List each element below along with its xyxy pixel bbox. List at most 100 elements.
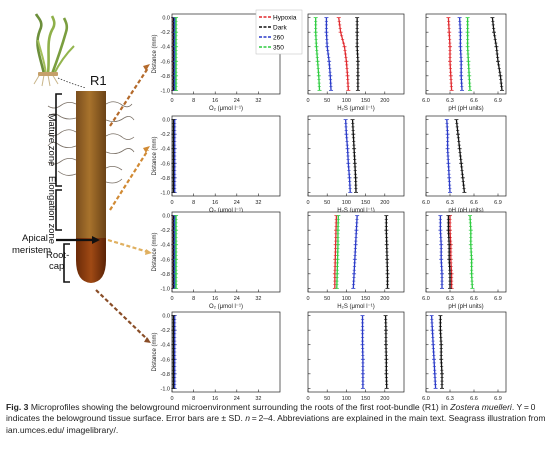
x-tick-label: 24 — [234, 296, 240, 302]
y-tick-label: -0.8 — [161, 176, 170, 182]
plot-frame — [425, 13, 507, 95]
x-tick-label: 0 — [170, 98, 173, 104]
x-tick-label: 32 — [255, 396, 261, 400]
caption-n: n — [245, 413, 251, 424]
y-tick-label: -0.6 — [161, 59, 170, 65]
x-tick-label: 150 — [361, 296, 370, 302]
y-axis-label: Distance (mm) — [152, 136, 158, 175]
y-tick-label: -0.8 — [161, 372, 170, 378]
x-axis-label: pH (pH units) — [448, 106, 483, 112]
x-tick-label: 6.3 — [446, 396, 454, 400]
legend-label-260: 260 — [273, 35, 284, 42]
x-tick-label: 6.3 — [446, 200, 454, 206]
panel-rootcap-ph: 6.06.36.66.9pH (pH units) — [422, 311, 507, 400]
seagrass-plant-icon — [33, 13, 75, 87]
caption-species: Zostera muelleri — [450, 402, 512, 412]
plot-frame — [171, 115, 281, 197]
x-tick-label: 150 — [361, 396, 370, 400]
y-tick-label: 0.0 — [162, 118, 170, 124]
y-axis-label: Distance (mm) — [152, 232, 158, 271]
microprofile-panels: -1.0 -0.8 -0.6 -0.4 -0.2 0.0 0 8 16 24 32 O₂ (μmol … — [152, 13, 507, 400]
y-tick-label: -0.8 — [161, 272, 170, 278]
x-tick-label: 0 — [170, 200, 173, 206]
y-tick-label: -0.4 — [161, 147, 170, 153]
x-tick-label: 100 — [342, 98, 351, 104]
x-tick-label: 6.0 — [422, 200, 430, 206]
x-tick-label: 8 — [192, 296, 195, 302]
x-tick-label: 50 — [324, 396, 330, 400]
x-axis-label: H₂S (μmol l⁻¹) — [337, 304, 375, 310]
caption-text-1: Microprofiles showing the belowground mi… — [28, 402, 451, 412]
mature-zone-label: Mature zone — [46, 114, 57, 167]
x-tick-label: 24 — [234, 200, 240, 206]
x-tick-label: 200 — [380, 200, 389, 206]
panel-r1-ph: 6.0 6.3 6.6 6.9 pH (pH units) — [422, 13, 507, 112]
x-tick-label: 150 — [361, 98, 370, 104]
x-tick-label: 6.9 — [494, 396, 502, 400]
y-axis-label: Distance (mm) — [152, 332, 158, 371]
x-tick-label: 6.0 — [422, 98, 430, 104]
x-tick-label: 0 — [306, 200, 309, 206]
x-tick-label: 8 — [192, 396, 195, 400]
y-tick-label: -0.2 — [161, 30, 170, 36]
x-tick-label: 6.9 — [494, 200, 502, 206]
y-tick-label: -0.2 — [161, 132, 170, 138]
y-tick-label: -0.4 — [161, 45, 170, 51]
x-tick-label: 6.0 — [422, 296, 430, 302]
x-tick-label: 100 — [342, 396, 351, 400]
x-tick-label: 50 — [324, 200, 330, 206]
x-tick-label: 0 — [306, 396, 309, 400]
seagrass-illustration: R1 Mature zone Elongation zone Apical me… — [12, 13, 152, 343]
root-cap-label-2: cap — [49, 261, 64, 272]
x-tick-label: 200 — [380, 296, 389, 302]
legend-item-260: 260 — [259, 35, 284, 42]
x-tick-label: 32 — [255, 296, 261, 302]
x-tick-label: 8 — [192, 200, 195, 206]
x-tick-label: 16 — [212, 98, 218, 104]
root-body — [76, 91, 106, 238]
y-tick-label: -1.0 — [161, 88, 170, 94]
x-tick-label: 100 — [342, 200, 351, 206]
x-axis-label: pH (pH units) — [448, 304, 483, 310]
x-tick-label: 6.6 — [470, 200, 478, 206]
y-tick-label: 0.0 — [162, 214, 170, 220]
legend-label-dark: Dark — [273, 25, 287, 32]
panel-r1-h2s: 0 50 100 150 200 H₂S (μmol l⁻¹) — [306, 13, 405, 112]
y-tick-label: 0.0 — [162, 314, 170, 320]
x-tick-label: 0 — [306, 296, 309, 302]
panel-meristem-ph: 6.0 6.3 6.6 6.9 pH (pH units) — [422, 211, 507, 310]
apical-meristem-label-2: meristem — [12, 245, 51, 256]
legend-item-dark: Dark — [259, 25, 287, 32]
apical-meristem-label-1: Apical — [22, 233, 48, 244]
x-tick-label: 6.6 — [470, 396, 478, 400]
panel-meristem-o2: -1.0 -0.8 -0.6 -0.4 -0.2 0.0 0 8 16 24 32 O₂ (μmol … — [152, 211, 281, 310]
x-tick-label: 24 — [234, 396, 240, 400]
y-tick-label: -0.4 — [161, 343, 170, 349]
x-tick-label: 200 — [380, 98, 389, 104]
x-tick-label: 32 — [255, 200, 261, 206]
x-tick-label: 0 — [170, 296, 173, 302]
caption-text-2: . Y = 0 indicates the belowground tissue… — [6, 402, 536, 424]
panel-elong-o2: -1.0 -0.8 -0.6 -0.4 -0.2 0.0 0 8 16 24 32 O₂ (μmol … — [152, 115, 281, 214]
legend: Hypoxia Dark 260 350 — [255, 9, 303, 55]
x-tick-label: 16 — [212, 200, 218, 206]
plot-frame — [171, 311, 281, 393]
y-tick-label: -1.0 — [161, 386, 170, 392]
plot-frame — [425, 115, 507, 197]
x-axis-label: H₂S (μmol l⁻¹) — [337, 106, 375, 112]
root-hairs — [47, 101, 135, 184]
figure-canvas: R1 Mature zone Elongation zone Apical me… — [12, 9, 507, 400]
x-tick-label: 6.6 — [470, 98, 478, 104]
x-tick-label: 6.3 — [446, 98, 454, 104]
y-tick-label: -0.4 — [161, 243, 170, 249]
root-cap — [76, 238, 106, 283]
figure-caption: Fig. 3 Microprofiles showing the belowgr… — [6, 402, 546, 436]
y-axis-label: Distance (mm) — [152, 34, 158, 73]
panel-meristem-h2s: 0 50 100 150 200 H₂S (μmol l⁻¹) — [306, 211, 405, 310]
x-axis-label: O₂ (μmol l⁻¹) — [209, 304, 243, 310]
legend-label-hypoxia: Hypoxia — [273, 15, 297, 22]
x-tick-label: 100 — [342, 296, 351, 302]
panel-elong-ph: 6.0 6.3 6.6 6.9 pH (pH units) — [422, 115, 507, 214]
